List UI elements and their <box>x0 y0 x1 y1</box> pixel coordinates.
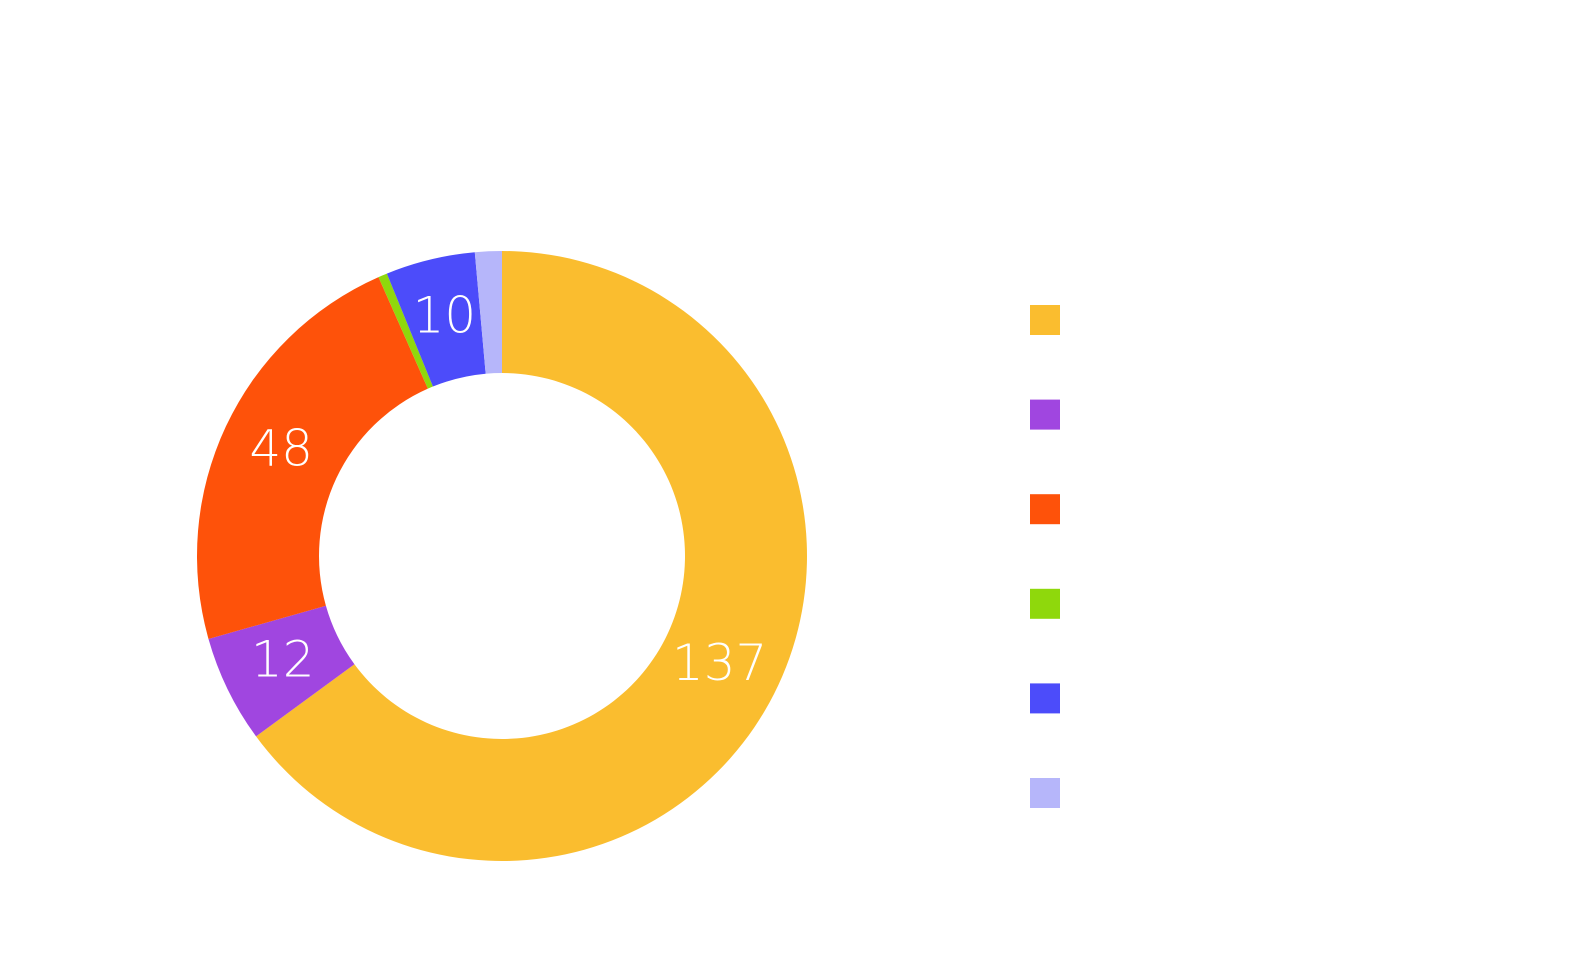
legend-swatch <box>1030 305 1060 335</box>
donut-slice <box>256 251 808 861</box>
data-label: 137 <box>672 634 767 692</box>
donut-slice <box>474 251 502 374</box>
legend-swatch <box>1030 494 1060 525</box>
data-label: 48 <box>249 420 313 478</box>
donut-slice <box>208 605 355 737</box>
legend-swatch <box>1030 683 1060 714</box>
donut-slice <box>196 277 428 639</box>
donut-slice <box>378 273 433 389</box>
data-label: 10 <box>413 286 477 344</box>
legend-swatch <box>1030 588 1060 619</box>
legend-swatch <box>1030 399 1060 430</box>
donut-slice <box>386 252 486 387</box>
legend-swatch <box>1030 778 1060 808</box>
data-label: 12 <box>251 631 315 689</box>
